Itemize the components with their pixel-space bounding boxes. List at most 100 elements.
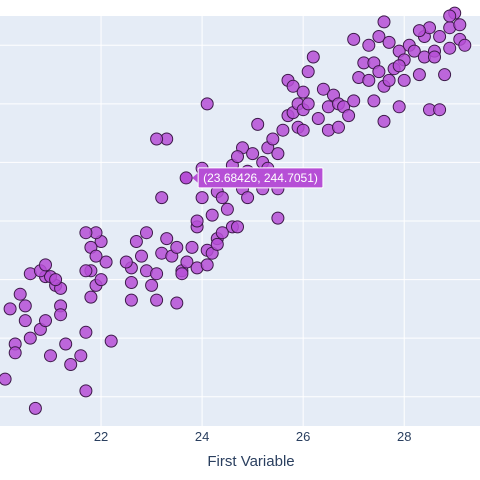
data-point[interactable] <box>28 401 42 415</box>
data-point[interactable] <box>453 18 467 32</box>
data-point[interactable] <box>185 240 199 254</box>
data-point[interactable] <box>104 334 118 348</box>
data-point[interactable] <box>231 150 244 164</box>
data-point[interactable] <box>271 147 285 161</box>
data-point[interactable] <box>59 337 73 351</box>
data-point[interactable] <box>3 302 17 316</box>
data-point[interactable] <box>372 65 386 79</box>
data-point[interactable] <box>23 331 37 345</box>
data-point[interactable] <box>286 79 300 93</box>
data-point[interactable] <box>438 68 452 82</box>
data-point[interactable] <box>392 59 406 73</box>
data-point[interactable] <box>443 41 457 55</box>
data-point[interactable] <box>150 293 164 307</box>
data-point[interactable] <box>18 299 32 313</box>
data-point[interactable] <box>175 267 189 281</box>
data-point[interactable] <box>155 191 169 205</box>
data-point[interactable] <box>13 287 27 301</box>
data-point[interactable] <box>266 132 280 146</box>
x-tick-label: 22 <box>94 429 108 444</box>
data-point[interactable] <box>160 232 174 246</box>
data-point[interactable] <box>64 358 78 371</box>
data-point[interactable] <box>119 255 133 269</box>
data-point[interactable] <box>0 372 12 386</box>
data-point[interactable] <box>458 38 472 52</box>
data-point[interactable] <box>220 202 234 216</box>
data-point[interactable] <box>195 191 209 205</box>
data-point[interactable] <box>84 290 98 304</box>
data-point[interactable] <box>215 226 229 240</box>
data-point[interactable] <box>397 73 411 87</box>
data-point[interactable] <box>150 132 164 146</box>
data-point[interactable] <box>210 237 224 251</box>
hover-tooltip-label: (23.68426, 244.7051) <box>203 171 318 185</box>
data-point[interactable] <box>94 273 108 287</box>
data-point[interactable] <box>215 191 229 205</box>
hovered-data-point[interactable] <box>179 171 193 185</box>
data-point[interactable] <box>332 120 345 134</box>
data-point[interactable] <box>124 293 138 307</box>
data-point[interactable] <box>39 258 52 272</box>
data-point[interactable] <box>200 258 214 272</box>
data-point[interactable] <box>377 15 391 29</box>
data-point[interactable] <box>347 32 361 46</box>
data-point[interactable] <box>135 249 148 263</box>
data-point[interactable] <box>316 82 330 96</box>
data-point[interactable] <box>407 44 421 58</box>
x-tick-label: 26 <box>296 429 310 444</box>
data-point[interactable] <box>342 109 356 123</box>
data-point[interactable] <box>271 211 285 225</box>
data-point[interactable] <box>251 117 265 131</box>
data-point[interactable] <box>362 73 376 87</box>
data-point[interactable] <box>79 384 93 398</box>
data-point[interactable] <box>428 50 441 64</box>
data-point[interactable] <box>231 220 244 234</box>
data-point[interactable] <box>8 346 22 360</box>
data-point[interactable] <box>79 325 93 339</box>
data-point[interactable] <box>79 264 93 278</box>
data-points[interactable] <box>0 6 472 415</box>
data-point[interactable] <box>145 278 159 292</box>
data-point[interactable] <box>190 214 204 228</box>
data-point[interactable] <box>311 112 325 125</box>
data-point[interactable] <box>44 349 57 363</box>
data-point[interactable] <box>246 147 260 161</box>
data-point[interactable] <box>205 208 219 222</box>
data-point[interactable] <box>412 24 426 38</box>
data-point[interactable] <box>296 85 310 99</box>
data-point[interactable] <box>301 97 315 111</box>
data-point[interactable] <box>99 255 113 269</box>
data-point[interactable] <box>241 191 255 205</box>
data-point[interactable] <box>301 65 315 79</box>
data-point[interactable] <box>296 123 310 137</box>
data-point[interactable] <box>367 94 381 108</box>
data-point[interactable] <box>392 100 406 114</box>
data-point[interactable] <box>276 123 290 137</box>
data-point[interactable] <box>443 9 457 23</box>
data-point[interactable] <box>347 94 361 108</box>
data-point[interactable] <box>49 273 63 287</box>
data-point[interactable] <box>79 226 93 240</box>
data-point[interactable] <box>433 103 447 117</box>
data-point[interactable] <box>433 30 447 43</box>
data-point[interactable] <box>150 267 164 281</box>
data-point[interactable] <box>129 235 143 248</box>
data-point[interactable] <box>382 73 396 87</box>
data-point[interactable] <box>306 50 320 64</box>
data-point[interactable] <box>377 114 391 128</box>
data-point[interactable] <box>170 240 184 254</box>
data-point[interactable] <box>89 249 103 263</box>
data-point[interactable] <box>372 30 386 43</box>
data-point[interactable] <box>140 226 153 240</box>
data-point[interactable] <box>18 314 32 328</box>
data-point[interactable] <box>412 68 426 82</box>
data-point[interactable] <box>200 97 214 111</box>
data-point[interactable] <box>170 296 184 310</box>
data-point[interactable] <box>74 349 88 363</box>
data-point[interactable] <box>39 314 52 328</box>
data-point[interactable] <box>362 38 376 52</box>
data-point[interactable] <box>124 276 138 289</box>
data-point[interactable] <box>180 255 194 269</box>
data-point[interactable] <box>382 35 396 49</box>
data-point[interactable] <box>54 308 68 322</box>
